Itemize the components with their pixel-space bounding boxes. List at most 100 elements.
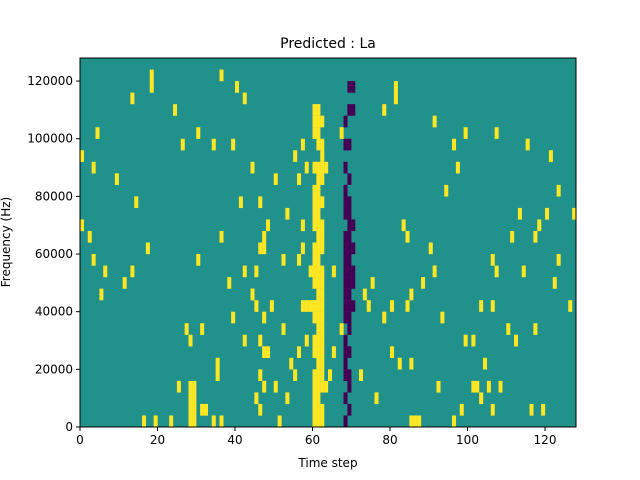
- heatmap-cell: [269, 300, 274, 312]
- heatmap-cell: [463, 127, 468, 139]
- heatmap-cell: [316, 115, 321, 128]
- heatmap-cell: [506, 323, 511, 335]
- heatmap-cell: [320, 265, 325, 278]
- heatmap-cell: [417, 415, 422, 428]
- heatmap-cell: [529, 403, 534, 416]
- heatmap-cell: [312, 415, 317, 428]
- heatmap-cell: [262, 346, 267, 358]
- heatmap-cell: [281, 323, 286, 335]
- y-tick-label: 100000: [27, 132, 73, 146]
- heatmap-cell: [103, 265, 108, 278]
- heatmap-cell: [312, 104, 317, 116]
- heatmap-cell: [533, 323, 538, 335]
- heatmap-cell: [320, 334, 325, 347]
- y-tick-label: 40000: [35, 305, 73, 319]
- heatmap-cell: [316, 265, 321, 278]
- heatmap-cell: [192, 380, 197, 393]
- heatmap-cell: [312, 380, 317, 393]
- heatmap-cell: [421, 277, 426, 289]
- heatmap-cell: [521, 265, 526, 278]
- y-axis-ticks: 0 20000 40000 60000 80000 100000 120000: [27, 74, 80, 434]
- heatmap-cell: [320, 323, 325, 335]
- heatmap-cell: [215, 369, 220, 382]
- plot-frame: [79, 57, 577, 428]
- heatmap-cell: [316, 380, 321, 393]
- heatmap-cell: [266, 219, 271, 232]
- heatmap-cell: [514, 334, 519, 347]
- heatmap-cell: [316, 357, 321, 370]
- x-tick-label: 80: [382, 433, 397, 447]
- heatmap-cell: [347, 346, 352, 358]
- heatmap-cell: [339, 323, 344, 335]
- heatmap-cell: [312, 127, 317, 139]
- heatmap-cell: [347, 380, 352, 393]
- heatmap-cell: [316, 230, 321, 243]
- heatmap-cell: [370, 277, 375, 289]
- heatmap-cell: [254, 392, 259, 405]
- heatmap-cell: [343, 242, 348, 255]
- heatmap-cell: [432, 265, 437, 278]
- heatmap-cell: [452, 138, 457, 151]
- heatmap-cell: [262, 380, 267, 393]
- heatmap-cell: [347, 277, 352, 289]
- heatmap-cell: [297, 173, 302, 185]
- heatmap-cell: [204, 403, 209, 416]
- heatmap-cell: [343, 346, 348, 358]
- heatmap-cell: [312, 196, 317, 209]
- heatmap-cell: [393, 92, 398, 105]
- heatmap-cell: [351, 300, 356, 312]
- heatmap-cell: [556, 254, 561, 266]
- heatmap-cell: [541, 403, 546, 416]
- heatmap-cell: [316, 311, 321, 324]
- heatmap-cell: [281, 254, 286, 266]
- heatmap-cell: [483, 357, 488, 370]
- heatmap-cell: [173, 104, 178, 116]
- heatmap-cell: [188, 380, 193, 393]
- y-axis-label: Frequency (Hz): [0, 197, 13, 288]
- heatmap-cell: [114, 173, 119, 185]
- heatmap-cell: [300, 300, 305, 312]
- x-axis-ticks: 0 20 40 60 80 100 120: [76, 427, 556, 447]
- heatmap-cell: [312, 184, 317, 197]
- heatmap-cell: [390, 346, 395, 358]
- heatmap-cell: [316, 138, 321, 151]
- heatmap-cell: [95, 127, 100, 139]
- heatmap-cell: [324, 380, 329, 393]
- heatmap-cell: [312, 115, 317, 128]
- heatmap-cell: [331, 346, 336, 358]
- heatmap-cell: [343, 300, 348, 312]
- heatmap-cell: [122, 277, 127, 289]
- heatmap-cell: [320, 277, 325, 289]
- heatmap-cell: [285, 207, 290, 220]
- heatmap-cell: [308, 265, 313, 278]
- heatmap-cell: [254, 300, 259, 312]
- heatmap-cell: [548, 150, 553, 162]
- heatmap-cell: [436, 380, 441, 393]
- heatmap-cell: [266, 346, 271, 358]
- x-tick-label: 40: [227, 433, 242, 447]
- heatmap-cell: [250, 288, 255, 301]
- heatmap-cell: [219, 415, 224, 428]
- heatmap-cell: [347, 254, 352, 266]
- heatmap-cell: [316, 173, 321, 185]
- heatmap-cell: [316, 219, 321, 232]
- heatmap-cell: [192, 415, 197, 428]
- heatmap-cell: [343, 334, 348, 347]
- heatmap-cell: [494, 265, 499, 278]
- heatmap-cell: [184, 323, 189, 335]
- heatmap-cell: [293, 369, 298, 382]
- heatmap-cell: [525, 138, 530, 151]
- heatmap-cell: [312, 300, 317, 312]
- heatmap-cell: [316, 277, 321, 289]
- heatmap-cell: [320, 242, 325, 255]
- heatmap-cell: [312, 161, 317, 174]
- heatmap-cell: [347, 207, 352, 220]
- heatmap-cell: [320, 300, 325, 312]
- heatmap-cell: [254, 265, 259, 278]
- heatmap-cell: [390, 300, 395, 312]
- heatmap-cell: [347, 265, 352, 278]
- heatmap-cell: [188, 392, 193, 405]
- heatmap-cell: [382, 311, 387, 324]
- heatmap-cell: [320, 288, 325, 301]
- x-tick-label: 20: [150, 433, 165, 447]
